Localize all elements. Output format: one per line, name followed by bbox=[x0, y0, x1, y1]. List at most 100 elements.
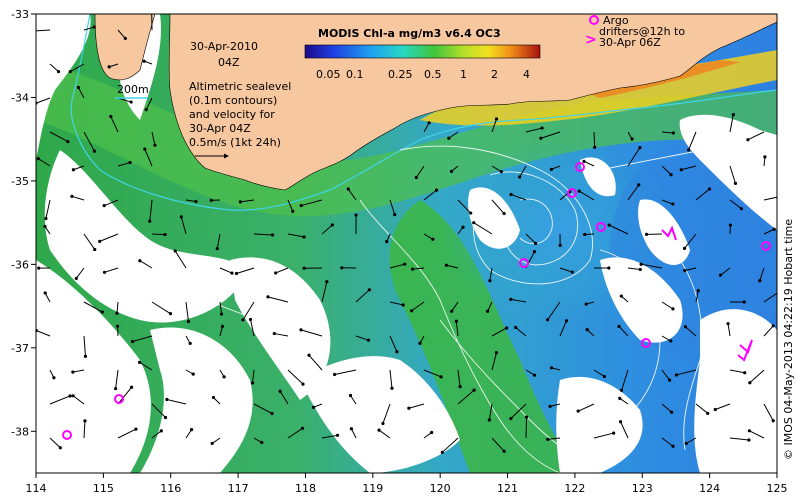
velocity-arrow-head bbox=[159, 429, 163, 433]
plot-border bbox=[35, 13, 778, 474]
velocity-arrow-head bbox=[100, 310, 104, 314]
colorbar-tick-label: 1 bbox=[460, 68, 467, 81]
velocity-arrow bbox=[116, 301, 119, 314]
velocity-arrow bbox=[763, 228, 775, 235]
velocity-arrow-head bbox=[733, 181, 738, 185]
velocity-arrow bbox=[103, 199, 119, 207]
velocity-arrow-head bbox=[777, 291, 780, 294]
velocity-arrow bbox=[729, 165, 736, 184]
x-tick-label: 122 bbox=[564, 482, 585, 495]
velocity-arrow-head bbox=[209, 198, 213, 202]
velocity-arrow-head bbox=[102, 204, 106, 208]
velocity-arrow-head bbox=[37, 266, 41, 270]
velocity-arrow-head bbox=[485, 309, 490, 313]
velocity-arrow-head bbox=[33, 29, 36, 32]
velocity-arrow-head bbox=[278, 389, 282, 393]
velocity-arrow-head bbox=[270, 411, 274, 416]
velocity-arrow bbox=[608, 224, 629, 235]
x-tick-label: 118 bbox=[295, 482, 316, 495]
velocity-arrow bbox=[488, 403, 493, 421]
velocity-arrow-head bbox=[669, 410, 674, 414]
velocity-arrow bbox=[446, 264, 459, 269]
velocity-arrow bbox=[618, 326, 629, 337]
velocity-arrow bbox=[727, 323, 731, 337]
velocity-arrow bbox=[219, 326, 223, 337]
velocity-arrow-head bbox=[129, 385, 134, 389]
velocity-arrow-head bbox=[68, 70, 72, 74]
velocity-arrow bbox=[139, 361, 153, 371]
velocity-arrow-head bbox=[593, 145, 597, 149]
velocity-arrow-head bbox=[71, 168, 75, 172]
velocity-arrow bbox=[661, 199, 674, 205]
velocity-arrow-head bbox=[300, 426, 305, 430]
argo-float-marker bbox=[596, 222, 606, 232]
argo-float-marker bbox=[761, 241, 771, 251]
velocity-arrow-head bbox=[612, 431, 616, 435]
velocity-arrow-head bbox=[585, 327, 589, 332]
colorbar-tick-label: 4 bbox=[523, 68, 530, 81]
velocity-arrow bbox=[583, 160, 595, 167]
velocity-arrow bbox=[661, 369, 670, 381]
x-tick-label: 123 bbox=[632, 482, 653, 495]
velocity-arrow-head bbox=[302, 235, 306, 239]
velocity-arrow bbox=[415, 165, 425, 178]
velocity-arrow bbox=[308, 354, 323, 371]
velocity-arrow bbox=[661, 437, 674, 447]
velocity-arrow bbox=[132, 335, 153, 342]
velocity-arrow-head bbox=[137, 360, 142, 364]
velocity-arrow bbox=[77, 87, 85, 99]
velocity-arrow-head bbox=[335, 433, 340, 437]
velocity-arrow bbox=[408, 403, 425, 409]
velocity-arrow bbox=[36, 97, 51, 104]
velocity-arrow-head bbox=[311, 405, 316, 409]
argo-float-marker bbox=[62, 430, 72, 440]
velocity-arrow-head bbox=[509, 192, 513, 197]
velocity-arrow-head bbox=[713, 407, 717, 412]
velocity-arrow bbox=[49, 63, 59, 72]
velocity-arrow-head bbox=[472, 388, 476, 392]
x-tick-label: 121 bbox=[497, 482, 518, 495]
velocity-arrow bbox=[355, 289, 370, 303]
velocity-arrow bbox=[347, 188, 357, 201]
velocity-arrow bbox=[720, 267, 731, 276]
velocity-arrow-head bbox=[763, 155, 767, 159]
velocity-arrow bbox=[253, 403, 273, 414]
velocity-arrow bbox=[491, 352, 497, 371]
isobath-200m bbox=[70, 14, 777, 211]
velocity-arrow-head bbox=[68, 394, 72, 398]
velocity-arrow-head bbox=[619, 388, 624, 392]
velocity-arrow bbox=[110, 116, 119, 133]
velocity-arrow-head bbox=[215, 246, 219, 251]
velocity-arrow bbox=[491, 165, 502, 173]
velocity-arrow-head bbox=[502, 449, 506, 453]
velocity-arrow bbox=[661, 335, 671, 342]
velocity-arrow bbox=[49, 395, 71, 405]
velocity-arrow-head bbox=[83, 354, 88, 358]
velocity-arrow bbox=[593, 131, 596, 148]
velocity-arrow-head bbox=[454, 319, 458, 323]
velocity-arrow bbox=[274, 333, 289, 337]
time-label: 04Z bbox=[218, 56, 240, 69]
velocity-arrow bbox=[185, 429, 192, 439]
velocity-arrow bbox=[695, 403, 709, 414]
velocity-arrow-head bbox=[431, 237, 435, 241]
velocity-arrow bbox=[166, 398, 187, 405]
velocity-arrow-head bbox=[618, 396, 622, 400]
velocity-arrow-head bbox=[781, 194, 784, 197]
velocity-arrow bbox=[684, 233, 697, 249]
velocity-arrow-head bbox=[346, 187, 350, 191]
velocity-arrow bbox=[389, 369, 393, 389]
velocity-arrow-head bbox=[36, 157, 40, 161]
velocity-arrow bbox=[759, 267, 765, 281]
velocity-arrow-head bbox=[291, 209, 295, 213]
velocity-arrow bbox=[219, 267, 233, 274]
velocity-arrow bbox=[525, 417, 528, 439]
velocity-arrow-head bbox=[299, 328, 303, 332]
velocity-arrow-head bbox=[683, 268, 687, 273]
velocity-arrow-head bbox=[607, 223, 611, 227]
velocity-arrow-head bbox=[220, 324, 225, 329]
argo-track bbox=[661, 225, 677, 241]
velocity-arrow-head bbox=[583, 232, 587, 237]
velocity-arrow-head bbox=[630, 137, 634, 141]
velocity-arrow bbox=[627, 184, 640, 201]
